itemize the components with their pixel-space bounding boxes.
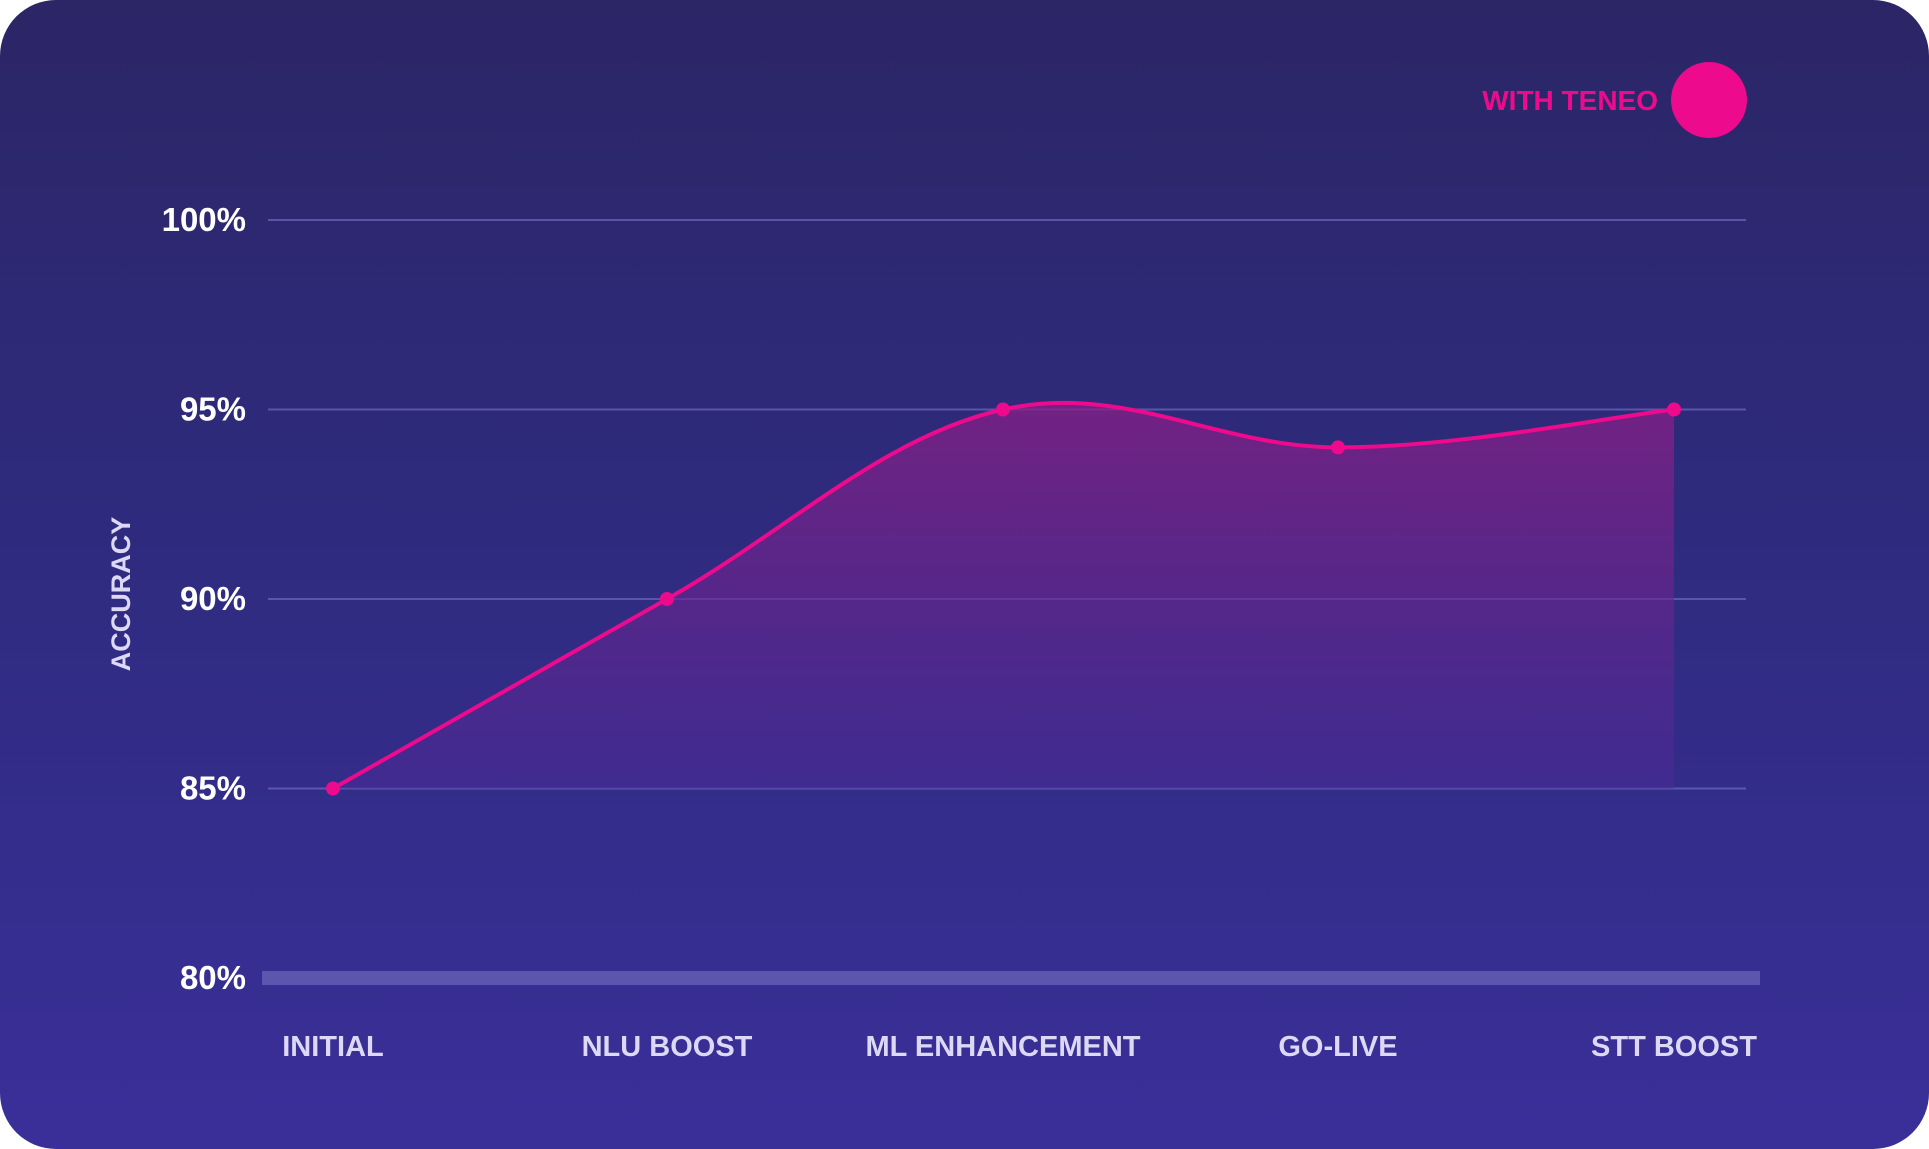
data-point [326,781,340,796]
x-category-label: GO-LIVE [1278,1031,1397,1063]
data-point [1667,402,1681,417]
legend: WITH TENEO [1482,62,1747,138]
series-points [326,402,1681,796]
data-point [660,592,674,606]
data-point [996,402,1010,417]
x-category-label: STT BOOST [1591,1031,1757,1063]
y-tick-label: 80% [180,959,246,996]
data-point [1331,440,1345,455]
series-area [333,402,1674,789]
legend-dot-icon [1671,62,1747,138]
baseline-bar [262,971,1760,985]
y-tick-labels: 80% 85% 90% 95% 100% [162,201,246,996]
series-area-fill [333,402,1674,789]
y-tick-label: 95% [180,391,246,428]
y-axis-label: ACCURACY [106,517,136,672]
legend-label: WITH TENEO [1482,85,1658,116]
x-category-labels: INITIAL NLU BOOST ML ENHANCEMENT GO-LIVE STT… [282,1031,1757,1063]
y-tick-label: 100% [162,201,246,238]
x-category-label: INITIAL [282,1031,384,1063]
x-category-label: ML ENHANCEMENT [866,1031,1141,1063]
y-tick-label: 85% [180,770,246,807]
x-category-label: NLU BOOST [582,1031,753,1063]
y-tick-label: 90% [180,580,246,617]
